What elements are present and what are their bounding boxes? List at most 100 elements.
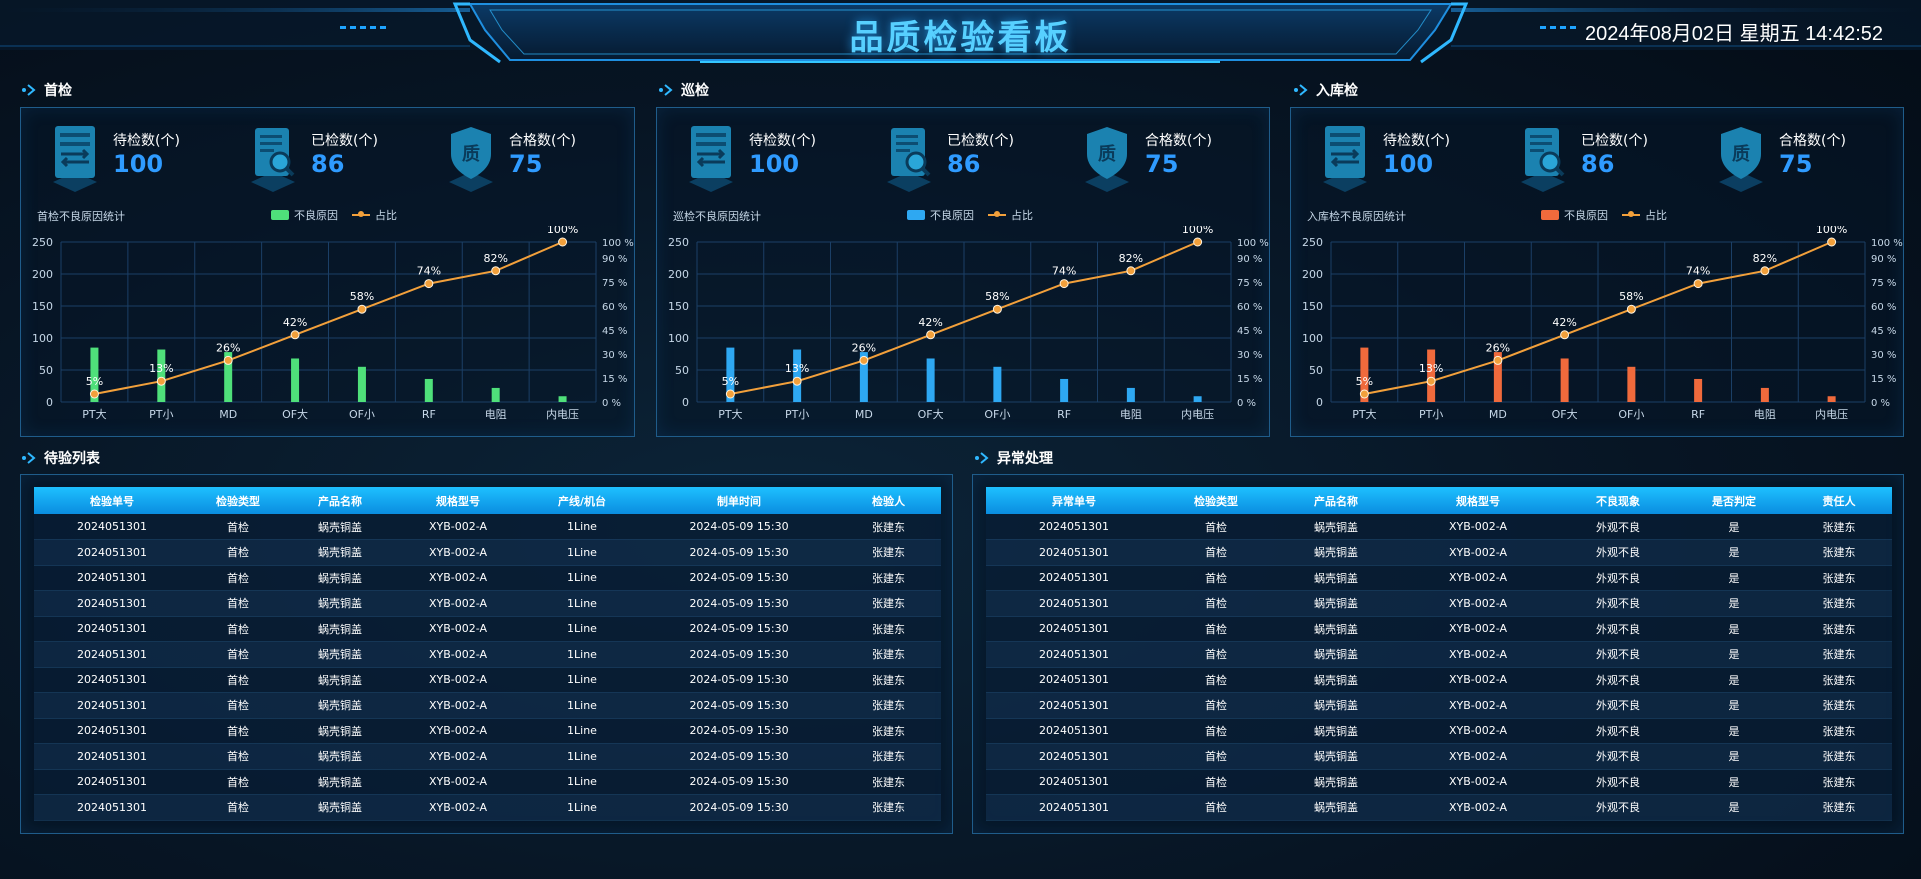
table-cell: 首检 <box>190 616 286 642</box>
bar <box>1760 387 1769 402</box>
point-label: 74% <box>417 265 441 278</box>
table-cell: 1Line <box>522 769 642 795</box>
column-header: 规格型号 <box>1402 487 1554 514</box>
table-row[interactable]: 2024051301 首检 蜗壳铜盖 XYB-002-A 1Line 2024-05-09… <box>34 539 941 566</box>
table-cell: 张建东 <box>836 667 941 693</box>
y2-tick-label: 60 % <box>1237 302 1262 313</box>
bar <box>1627 366 1636 402</box>
section-arrow-icon <box>22 452 36 464</box>
table-row[interactable]: 2024051301 首检 蜗壳铜盖 XYB-002-A 外观不良是张建东 <box>986 794 1892 821</box>
y2-tick-label: 100 % <box>1871 238 1903 249</box>
column-header: 制单时间 <box>642 487 836 514</box>
table-cell: 1Line <box>522 794 642 821</box>
table-row[interactable]: 2024051301 首检 蜗壳铜盖 XYB-002-A 1Line 2024-05-09… <box>34 743 941 770</box>
point-label: 26% <box>216 341 240 354</box>
table-cell: 蜗壳铜盖 <box>1270 539 1402 566</box>
table-row[interactable]: 2024051301 首检 蜗壳铜盖 XYB-002-A 外观不良是张建东 <box>986 565 1892 591</box>
stat-pending-label: 待检数(个) <box>113 133 180 149</box>
table-cell: 外观不良 <box>1554 667 1682 693</box>
table-row[interactable]: 2024051301 首检 蜗壳铜盖 XYB-002-A 外观不良是张建东 <box>986 667 1892 693</box>
line-point <box>792 376 802 386</box>
table-cell: 张建东 <box>836 718 941 744</box>
table-cell: 1Line <box>522 539 642 566</box>
table-cell: 1Line <box>522 616 642 642</box>
table-row[interactable]: 2024051301 首检 蜗壳铜盖 XYB-002-A 外观不良是张建东 <box>986 769 1892 795</box>
point-label: 100% <box>1182 226 1213 236</box>
column-header: 规格型号 <box>394 487 522 514</box>
table-cell: 张建东 <box>836 565 941 591</box>
table-cell: 张建东 <box>1786 641 1892 668</box>
table-cell: 2024051301 <box>34 641 190 668</box>
table-cell: 2024-05-09 15:30 <box>642 590 836 617</box>
y2-tick-label: 45 % <box>602 326 627 337</box>
clipboard-icon <box>1323 126 1367 192</box>
table-cell: 是 <box>1682 641 1786 668</box>
legend-line-label: 占比 <box>1011 209 1033 222</box>
table-row[interactable]: 2024051301 首检 蜗壳铜盖 XYB-002-A 外观不良是张建东 <box>986 641 1892 668</box>
y2-tick-label: 0 % <box>1237 398 1256 409</box>
point-label: 5% <box>722 375 739 388</box>
section-title-incoming-inspection: 入库检 <box>1292 80 1358 100</box>
line-point <box>926 330 936 340</box>
table-cell: XYB-002-A <box>1402 692 1554 719</box>
bar <box>1493 352 1502 402</box>
table-cell: 2024051301 <box>986 667 1162 693</box>
table-row[interactable]: 2024051301 首检 蜗壳铜盖 XYB-002-A 1Line 2024-05-09… <box>34 590 941 617</box>
x-tick-label: MD <box>1489 408 1507 421</box>
header: 品质检验看板 2024年08月02日 星期五 14:42:52 <box>0 0 1921 70</box>
table-cell: 是 <box>1682 743 1786 770</box>
table-row[interactable]: 2024051301 首检 蜗壳铜盖 XYB-002-A 1Line 2024-05-09… <box>34 769 941 795</box>
bar <box>926 358 935 402</box>
table-cell: 首检 <box>1162 769 1270 795</box>
bar <box>1126 387 1135 402</box>
table-cell: 张建东 <box>1786 565 1892 591</box>
table-row[interactable]: 2024051301 首检 蜗壳铜盖 XYB-002-A 1Line 2024-05-09… <box>34 667 941 693</box>
table-cell: 张建东 <box>836 539 941 566</box>
table-row[interactable]: 2024051301 首检 蜗壳铜盖 XYB-002-A 外观不良是张建东 <box>986 514 1892 540</box>
table-row[interactable]: 2024051301 首检 蜗壳铜盖 XYB-002-A 外观不良是张建东 <box>986 743 1892 770</box>
stat-pending-value: 100 <box>113 150 164 178</box>
table-cell: 蜗壳铜盖 <box>286 769 394 795</box>
table-cell: 外观不良 <box>1554 794 1682 821</box>
point-label: 82% <box>1119 252 1143 265</box>
table-row[interactable]: 2024051301 首检 蜗壳铜盖 XYB-002-A 1Line 2024-05-09… <box>34 565 941 591</box>
table-row[interactable]: 2024051301 首检 蜗壳铜盖 XYB-002-A 外观不良是张建东 <box>986 539 1892 566</box>
stat-qualified-label: 合格数(个) <box>509 133 576 149</box>
table-cell: 2024-05-09 15:30 <box>642 718 836 744</box>
table-cell: 张建东 <box>836 641 941 668</box>
table-cell: 蜗壳铜盖 <box>286 641 394 668</box>
table-row[interactable]: 2024051301 首检 蜗壳铜盖 XYB-002-A 外观不良是张建东 <box>986 590 1892 617</box>
table-cell: 是 <box>1682 539 1786 566</box>
y2-tick-label: 100 % <box>602 238 634 249</box>
table-cell: 2024051301 <box>986 692 1162 719</box>
table-row[interactable]: 2024051301 首检 蜗壳铜盖 XYB-002-A 1Line 2024-05-09… <box>34 514 941 540</box>
table-row[interactable]: 2024051301 首检 蜗壳铜盖 XYB-002-A 1Line 2024-05-09… <box>34 692 941 719</box>
table-row[interactable]: 2024051301 首检 蜗壳铜盖 XYB-002-A 1Line 2024-05-09… <box>34 616 941 642</box>
table-row[interactable]: 2024051301 首检 蜗壳铜盖 XYB-002-A 外观不良是张建东 <box>986 616 1892 642</box>
table-cell: 蜗壳铜盖 <box>1270 565 1402 591</box>
table-cell: XYB-002-A <box>1402 565 1554 591</box>
table-row[interactable]: 2024051301 首检 蜗壳铜盖 XYB-002-A 外观不良是张建东 <box>986 718 1892 744</box>
table-cell: 2024051301 <box>986 769 1162 795</box>
table-cell: 2024051301 <box>34 565 190 591</box>
y2-tick-label: 30 % <box>1237 350 1262 361</box>
table-row[interactable]: 2024051301 首检 蜗壳铜盖 XYB-002-A 1Line 2024-05-09… <box>34 641 941 668</box>
table-row[interactable]: 2024051301 首检 蜗壳铜盖 XYB-002-A 外观不良是张建东 <box>986 692 1892 719</box>
x-tick-label: OF小 <box>1618 408 1644 421</box>
stat-inspected: 已检数(个) 86 <box>881 124 1071 194</box>
table-cell: 1Line <box>522 590 642 617</box>
table-header-row: 异常单号 检验类型 产品名称 规格型号 不良现象 是否判定 责任人 <box>986 487 1892 514</box>
point-label: 13% <box>1419 362 1443 375</box>
table-row[interactable]: 2024051301 首检 蜗壳铜盖 XYB-002-A 1Line 2024-05-09… <box>34 718 941 744</box>
table-cell: XYB-002-A <box>1402 514 1554 540</box>
bar <box>558 396 567 402</box>
table-cell: 是 <box>1682 590 1786 617</box>
document-search-icon <box>1521 128 1565 192</box>
table-cell: 首检 <box>190 667 286 693</box>
line-point <box>290 330 300 340</box>
stat-inspected-value: 86 <box>947 150 981 178</box>
bar <box>224 352 233 402</box>
bar <box>1560 358 1569 402</box>
table-cell: 蜗壳铜盖 <box>1270 718 1402 744</box>
table-row[interactable]: 2024051301 首检 蜗壳铜盖 XYB-002-A 1Line 2024-05-09… <box>34 794 941 821</box>
